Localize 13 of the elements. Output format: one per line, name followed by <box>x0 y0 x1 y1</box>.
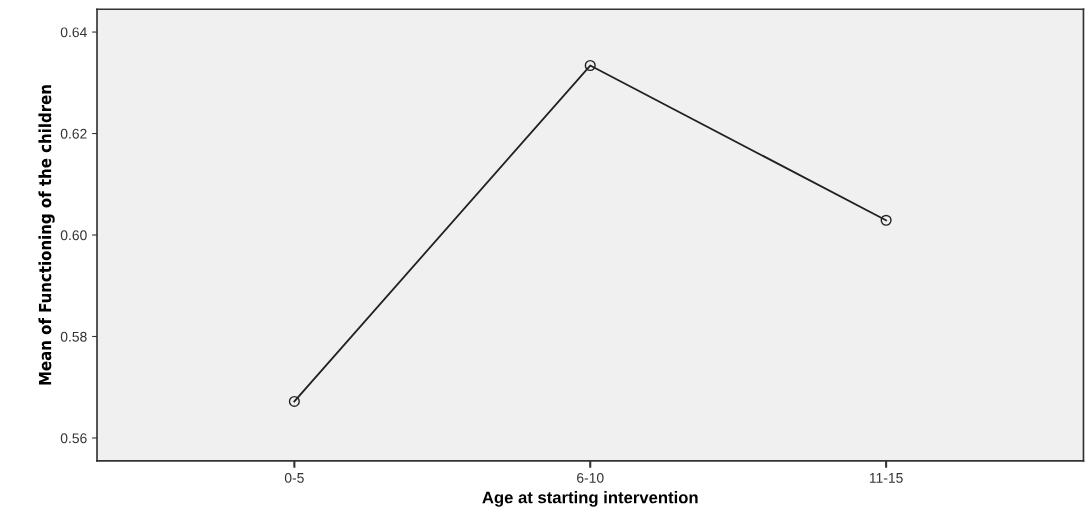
x-tick-label: 11-15 <box>869 473 903 483</box>
y-tick-label: 0.58 <box>60 331 87 342</box>
y-axis-title: Mean of Functioning of the children <box>38 85 55 385</box>
y-tick-label: 0.60 <box>60 230 87 241</box>
x-axis-title: Age at starting intervention <box>482 491 698 507</box>
y-tick-label: 0.56 <box>60 433 87 444</box>
point <box>880 214 892 226</box>
y-tick-label: 0.62 <box>60 128 87 139</box>
x-tick-label: 6-10 <box>577 472 604 483</box>
y-tick-label: 0.64 <box>60 27 87 38</box>
point <box>584 59 596 72</box>
point <box>288 395 300 407</box>
x-tick-label: 0-5 <box>284 472 304 483</box>
